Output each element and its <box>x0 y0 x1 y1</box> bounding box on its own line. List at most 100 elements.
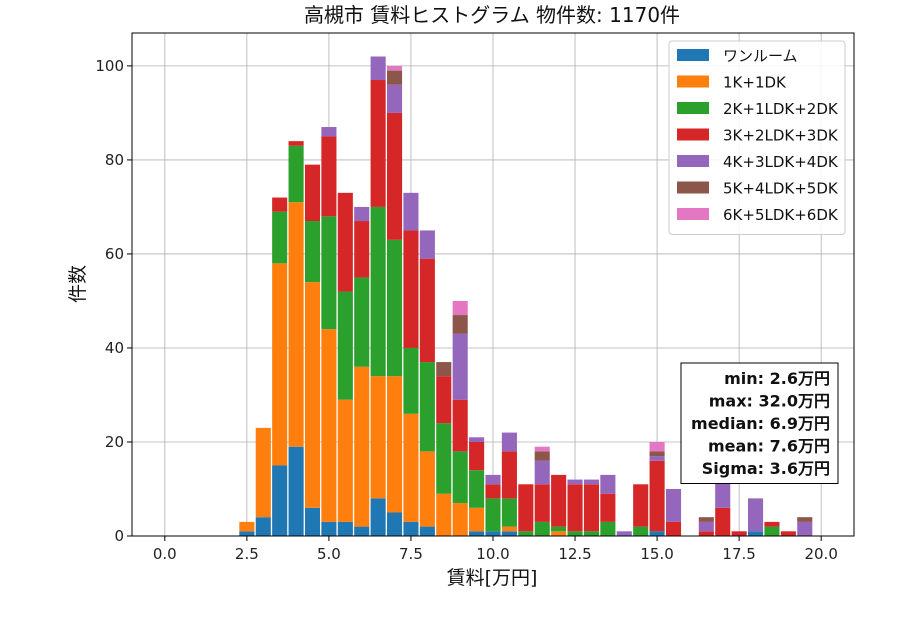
histogram-bar <box>485 474 501 485</box>
x-axis-label: 賃料[万円] <box>447 567 538 589</box>
histogram-bar <box>419 451 435 527</box>
histogram-bar <box>337 192 353 292</box>
histogram-bar <box>452 399 468 452</box>
histogram-bar <box>419 526 435 536</box>
histogram-bar <box>403 347 419 414</box>
legend-label: 6K+5LDK+6DK <box>723 206 839 224</box>
histogram-bar <box>747 531 764 536</box>
histogram-bar <box>715 507 731 536</box>
histogram-bar <box>501 498 517 527</box>
histogram-bar <box>469 507 485 532</box>
histogram-bar <box>633 484 649 527</box>
histogram-bar <box>469 531 485 536</box>
histogram-bar <box>386 112 403 240</box>
histogram-bar <box>485 484 501 499</box>
histogram-bar <box>583 479 600 485</box>
histogram-bar <box>304 221 321 283</box>
histogram-bar <box>698 521 714 532</box>
histogram-bar <box>288 145 304 203</box>
legend-label: ワンルーム <box>723 47 798 65</box>
histogram-bar <box>731 531 747 536</box>
histogram-bar <box>469 470 485 508</box>
legend-label: 5K+4LDK+5DK <box>723 180 839 198</box>
x-tick-label: 17.5 <box>722 545 755 563</box>
histogram-bar <box>272 465 288 536</box>
histogram-bar <box>452 451 468 504</box>
stats-line: mean: 7.6万円 <box>708 437 830 456</box>
histogram-bar <box>403 230 419 348</box>
histogram-bar <box>534 446 550 452</box>
histogram-bar <box>534 521 550 536</box>
histogram-bar <box>649 441 665 452</box>
histogram-bar <box>419 362 435 452</box>
histogram-bar <box>436 423 452 494</box>
histogram-bar <box>583 484 600 532</box>
histogram-bar <box>797 521 813 536</box>
histogram-bar <box>386 376 403 513</box>
x-tick-label: 10.0 <box>476 545 509 563</box>
x-tick-label: 5.0 <box>317 545 341 563</box>
histogram-bar <box>337 521 353 536</box>
histogram-bar <box>452 300 468 316</box>
histogram-bar <box>649 456 665 461</box>
histogram-bar <box>354 221 370 278</box>
bars <box>239 56 813 536</box>
histogram-bar <box>600 493 616 522</box>
histogram-bar <box>452 315 468 334</box>
stats-line: min: 2.6万円 <box>724 369 830 388</box>
histogram-bar <box>534 484 550 522</box>
histogram-bar <box>452 333 468 400</box>
histogram-bar <box>354 526 370 536</box>
y-tick-label: 60 <box>105 245 124 263</box>
histogram-bar <box>501 451 517 499</box>
histogram-bar <box>272 211 288 264</box>
y-tick-label: 0 <box>114 527 124 545</box>
histogram-bar <box>616 531 632 536</box>
histogram-bar <box>534 460 550 485</box>
histogram-bar <box>665 521 682 536</box>
x-tick-label: 15.0 <box>640 545 673 563</box>
histogram-bar <box>600 521 616 536</box>
x-tick-label: 0.0 <box>153 545 177 563</box>
histogram-bar <box>370 498 386 536</box>
histogram-bar <box>370 56 386 81</box>
histogram-bar <box>321 329 337 522</box>
x-tick-label: 12.5 <box>558 545 591 563</box>
histogram-bar <box>485 531 501 536</box>
histogram-bar <box>469 441 485 471</box>
histogram-bar <box>304 507 321 536</box>
legend-swatch <box>677 102 709 114</box>
legend-label: 4K+3LDK+4DK <box>723 153 839 171</box>
legend-label: 1K+1DK <box>723 74 787 92</box>
histogram-bar <box>272 263 288 466</box>
histogram-bar <box>583 531 600 536</box>
x-tick-label: 20.0 <box>804 545 837 563</box>
stats-line: median: 6.9万円 <box>691 414 830 433</box>
histogram-bar <box>715 479 731 508</box>
histogram-bar <box>288 141 304 146</box>
histogram-bar <box>321 136 337 217</box>
histogram-bar <box>239 531 255 536</box>
histogram-bar <box>485 498 501 532</box>
histogram-bar <box>419 258 435 363</box>
histogram-bar <box>551 531 567 536</box>
histogram-bar <box>239 521 255 532</box>
y-tick-label: 80 <box>105 151 124 169</box>
legend-swatch <box>677 208 709 220</box>
histogram-bar <box>436 493 452 536</box>
histogram-bar <box>747 498 764 532</box>
legend-box <box>668 40 846 235</box>
histogram-bar <box>272 197 288 212</box>
histogram-bar <box>698 531 714 536</box>
histogram-bar <box>354 277 370 367</box>
stats-box: min: 2.6万円 max: 32.0万円 median: 6.9万円 mean: … <box>680 362 839 484</box>
legend-swatch <box>677 75 709 88</box>
histogram-bar <box>501 531 517 536</box>
histogram-bar <box>534 451 550 461</box>
histogram-bar <box>386 84 403 113</box>
histogram-bar <box>649 451 665 457</box>
histogram-bar <box>304 282 321 508</box>
histogram-bar <box>288 202 304 447</box>
histogram-bar <box>797 517 813 522</box>
histogram-bar <box>452 503 468 536</box>
